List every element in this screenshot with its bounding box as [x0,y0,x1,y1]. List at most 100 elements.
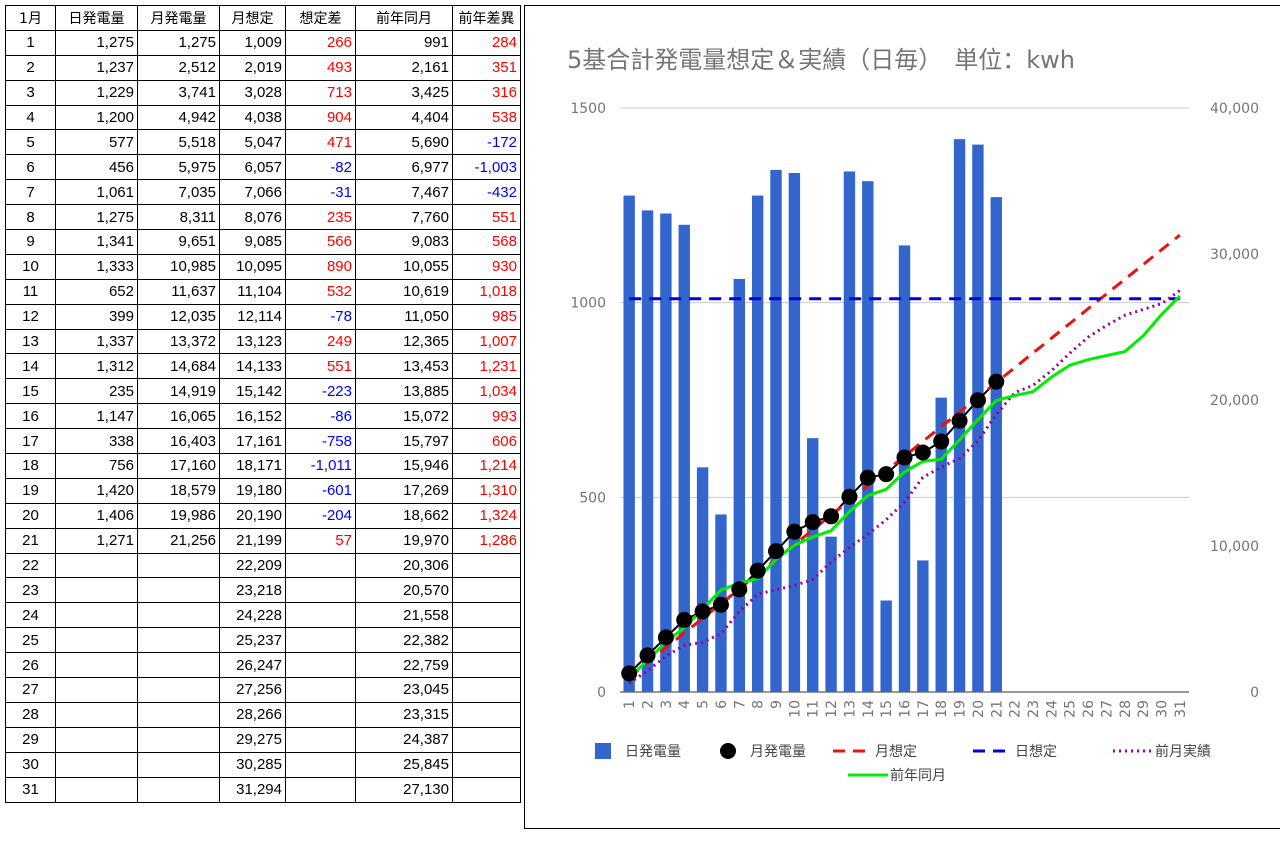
table-cell: -31 [285,179,356,206]
table-cell [452,627,521,654]
table-cell: 13,372 [137,328,220,355]
table-cell [55,726,138,753]
table-cell: 890 [285,253,356,280]
y-right-tick-label: 30,000 [1210,247,1259,263]
table-cell: 1,420 [55,477,138,504]
table-cell: 11,637 [137,278,220,305]
x-tick-label: 29 [1136,700,1152,718]
x-tick-label: 15 [879,700,895,718]
x-tick-label: 2 [641,700,657,709]
table-cell [285,627,356,654]
y-left-tick-label: 500 [579,490,606,506]
bar-day-13 [843,171,856,693]
table-row: 21 1,271 21,256 21,199 57 19,970 1,286 [5,527,521,554]
x-tick-label: 8 [751,700,767,709]
table-row: 4 1,200 4,942 4,038 904 4,404 538 [5,104,521,131]
table-cell: -601 [285,477,356,504]
table-cell: 29,275 [219,726,286,753]
table-cell [452,726,521,753]
table-cell: 756 [55,453,138,479]
bar-day-9 [770,169,782,693]
table-cell: 5 [5,129,56,156]
table-cell: 23,045 [355,677,453,703]
x-tick-label: 10 [787,700,803,718]
table-cell: 5,047 [219,129,286,156]
table-cell: 577 [55,129,138,156]
table-cell: -78 [285,303,356,330]
table-cell: 11,104 [219,278,286,305]
table-cell: 21,199 [219,527,286,554]
table-row: 2 1,237 2,512 2,019 493 2,161 351 [5,54,521,81]
table-cell [55,751,138,778]
table-row: 14 1,312 14,684 14,133 551 13,453 1,231 [5,353,521,380]
table-cell: 9,651 [137,229,220,255]
x-tick-label: 7 [732,700,748,709]
table-cell [452,552,521,579]
table-row: 3 1,229 3,741 3,028 713 3,425 316 [5,79,521,106]
table-cell: 15,946 [355,453,453,479]
y-right-tick-label: 0 [1250,685,1259,701]
x-tick-label: 31 [1173,700,1189,718]
point-day-4 [676,611,693,628]
bar-day-11 [807,438,819,692]
table-cell: 652 [55,278,138,305]
x-tick-label: 17 [916,700,932,718]
bar-day-5 [696,467,709,692]
table-cell: 24,387 [355,726,453,753]
table-cell: 23,218 [219,577,286,604]
point-day-15 [878,466,895,483]
x-tick-label: 4 [677,700,693,709]
point-day-6 [712,596,729,613]
table-cell: 338 [55,428,138,455]
table-cell: 284 [452,29,521,56]
table-cell: 1,007 [452,328,521,355]
table-cell: 8,311 [137,204,220,231]
table-cell: -172 [452,129,521,156]
table-cell [137,552,220,579]
table-cell [55,627,138,654]
y-right-tick-label: 10,000 [1210,539,1259,555]
table-cell: 7,467 [355,179,453,206]
point-day-17 [914,444,931,461]
bar-day-1 [623,195,635,692]
table-cell: 7,035 [137,179,220,206]
table-cell: 18,171 [219,453,286,479]
table-body: 1 1,275 1,275 1,009 266 991 284 2 1,237 2,512 2,01… [5,29,521,803]
table-cell: 1,231 [452,353,521,380]
table-cell: 985 [452,303,521,330]
table-cell: 1,009 [219,29,286,56]
table-cell: 456 [55,154,138,181]
point-day-12 [823,508,840,525]
table-cell [137,677,220,703]
table-cell: 3,741 [137,79,220,106]
table-cell [55,552,138,579]
table-cell: 9,085 [219,229,286,255]
data-table: 1月 日発電量 月発電量 月想定 想定差 前年同月 前年差異 1 1,275 1,275 1,00… [5,5,521,803]
table-cell: 5,690 [355,129,453,156]
table-cell: 6 [5,154,56,181]
table-cell: 17,269 [355,477,453,504]
table-cell: 1,061 [55,179,138,206]
table-row: 18 756 17,160 18,171 -1,011 15,946 1,214 [5,453,521,479]
table-cell: 17 [5,428,56,455]
table-row: 17 338 16,403 17,161 -758 15,797 606 [5,428,521,455]
x-tick-label: 12 [824,700,840,718]
table-cell: 1,271 [55,527,138,554]
x-tick-label: 21 [989,700,1005,718]
y-right-tick-label: 40,000 [1210,101,1259,117]
table-cell: 249 [285,328,356,355]
table-cell: 235 [285,204,356,231]
x-tick-label: 1 [622,700,638,709]
column-header: 前年同月 [355,5,453,31]
table-cell: 532 [285,278,356,305]
table-cell: 57 [285,527,356,554]
column-header: 月想定 [219,5,286,31]
table-cell: 2,019 [219,54,286,81]
y-left-tick-label: 0 [597,685,606,701]
x-tick-label: 23 [1026,700,1042,718]
table-cell [285,602,356,629]
table-cell: 12,365 [355,328,453,355]
table-cell: 266 [285,29,356,56]
table-cell: 991 [355,29,453,56]
table-row: 7 1,061 7,035 7,066 -31 7,467 -432 [5,179,521,206]
